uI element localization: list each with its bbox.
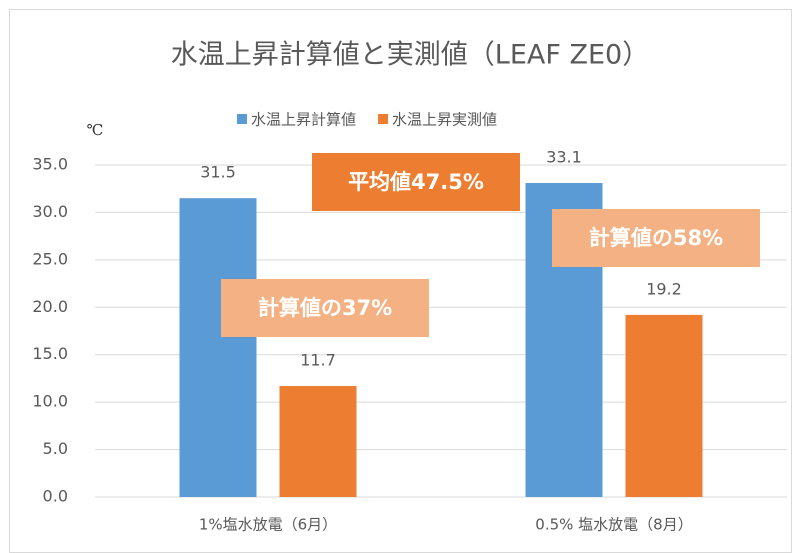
bar (279, 386, 357, 497)
data-label: 19.2 (646, 279, 682, 298)
annotation-box (221, 279, 429, 337)
legend-label: 水温上昇計算値 (251, 111, 356, 129)
data-label: 11.7 (300, 351, 336, 370)
y-tick-label: 30.0 (32, 202, 68, 221)
legend-label: 水温上昇実測値 (392, 111, 497, 129)
annotation-text: 計算値の58% (589, 226, 723, 250)
legend-swatch (378, 114, 389, 124)
data-label: 31.5 (200, 163, 236, 182)
y-tick-label: 35.0 (32, 155, 68, 174)
y-tick-label: 5.0 (43, 439, 68, 458)
y-tick-label: 15.0 (32, 344, 68, 363)
y-unit: ℃ (87, 121, 104, 139)
annotation-box (552, 209, 760, 267)
annotation-box (312, 153, 520, 211)
y-tick-label: 20.0 (32, 297, 68, 316)
annotation-text: 平均値47.5% (348, 170, 484, 194)
annotation-text: 計算値の37% (258, 296, 392, 320)
data-label: 33.1 (546, 148, 582, 167)
y-tick-label: 0.0 (43, 487, 68, 506)
bar (179, 198, 257, 497)
y-tick-label: 25.0 (32, 249, 68, 268)
x-tick-label: 1%塩水放電（6月） (199, 516, 337, 534)
y-tick-label: 10.0 (32, 392, 68, 411)
x-tick-label: 0.5% 塩水放電（8月） (535, 516, 692, 534)
bar (625, 314, 703, 497)
chart-title: 水温上昇計算値と実測値（LEAF ZE0） (171, 40, 649, 71)
legend-swatch (237, 114, 247, 124)
